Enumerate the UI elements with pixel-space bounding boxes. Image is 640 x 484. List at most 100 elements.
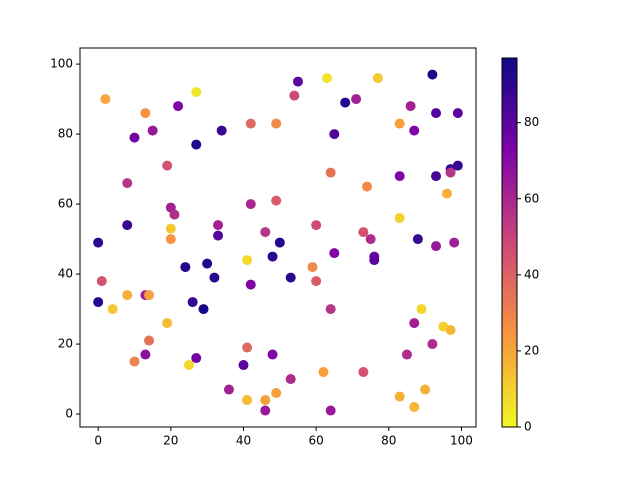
- colorbar: [501, 57, 518, 428]
- point: [242, 255, 253, 266]
- point: [445, 325, 456, 336]
- colorbar-tick-label: 40: [524, 267, 539, 281]
- point: [452, 160, 463, 171]
- point: [202, 258, 213, 269]
- point: [369, 255, 380, 266]
- point: [340, 97, 351, 108]
- point: [285, 374, 296, 385]
- point: [107, 304, 118, 315]
- point: [445, 167, 456, 178]
- point: [198, 304, 209, 315]
- point: [431, 171, 442, 182]
- point: [216, 125, 227, 136]
- point: [329, 129, 340, 140]
- point: [267, 251, 278, 262]
- point: [260, 405, 271, 416]
- point: [401, 349, 412, 360]
- y-tick-label: 20: [58, 337, 73, 351]
- point: [191, 87, 202, 98]
- point: [441, 188, 452, 199]
- point: [180, 262, 191, 273]
- point: [358, 227, 369, 238]
- point: [260, 227, 271, 238]
- x-tick-label: 80: [381, 434, 396, 448]
- point: [100, 94, 111, 105]
- point: [311, 276, 322, 287]
- point: [289, 90, 300, 101]
- y-tick-label: 40: [58, 267, 73, 281]
- point: [147, 125, 158, 136]
- point: [165, 223, 176, 234]
- point: [245, 279, 256, 290]
- point: [409, 402, 420, 413]
- point: [93, 237, 104, 248]
- point: [362, 181, 373, 192]
- point: [129, 356, 140, 367]
- point: [162, 318, 173, 329]
- point: [271, 118, 282, 129]
- point: [242, 342, 253, 353]
- point: [267, 349, 278, 360]
- colorbar-tick-label: 20: [524, 343, 539, 357]
- point: [271, 195, 282, 206]
- point: [274, 237, 285, 248]
- point: [409, 125, 420, 136]
- point: [431, 108, 442, 119]
- point: [245, 118, 256, 129]
- point: [209, 272, 220, 283]
- point: [416, 304, 427, 315]
- point: [173, 101, 184, 112]
- x-tick-label: 40: [236, 434, 251, 448]
- point: [405, 101, 416, 112]
- colorbar-tick-label: 60: [524, 191, 539, 205]
- point: [96, 276, 107, 287]
- point: [307, 262, 318, 273]
- point: [122, 220, 133, 231]
- point: [238, 360, 249, 371]
- point: [394, 391, 405, 402]
- point: [420, 384, 431, 395]
- point: [213, 220, 224, 231]
- point: [223, 384, 234, 395]
- y-tick-label: 0: [65, 407, 73, 421]
- point: [165, 234, 176, 245]
- point: [449, 237, 460, 248]
- x-tick-label: 0: [94, 434, 102, 448]
- point: [394, 118, 405, 129]
- point: [325, 405, 336, 416]
- x-tick-label: 20: [163, 434, 178, 448]
- point: [187, 297, 198, 308]
- point: [358, 367, 369, 378]
- point: [412, 234, 423, 245]
- point: [325, 167, 336, 178]
- point: [122, 178, 133, 189]
- plot-frame: [79, 47, 477, 428]
- point: [365, 234, 376, 245]
- point: [140, 108, 151, 119]
- point: [311, 220, 322, 231]
- point: [285, 272, 296, 283]
- point: [452, 108, 463, 119]
- point: [144, 335, 155, 346]
- point: [162, 160, 173, 171]
- point: [351, 94, 362, 105]
- point: [372, 73, 383, 84]
- point: [271, 388, 282, 399]
- point: [431, 241, 442, 252]
- point: [169, 209, 180, 220]
- point: [183, 360, 194, 371]
- point: [213, 230, 224, 241]
- point: [144, 290, 155, 301]
- point: [191, 353, 202, 364]
- point: [260, 395, 271, 406]
- point: [427, 69, 438, 80]
- point: [245, 199, 256, 210]
- point: [140, 349, 151, 360]
- x-tick-label: 60: [309, 434, 324, 448]
- point: [427, 339, 438, 350]
- point: [329, 248, 340, 259]
- point: [409, 318, 420, 329]
- point: [242, 395, 253, 406]
- point: [322, 73, 333, 84]
